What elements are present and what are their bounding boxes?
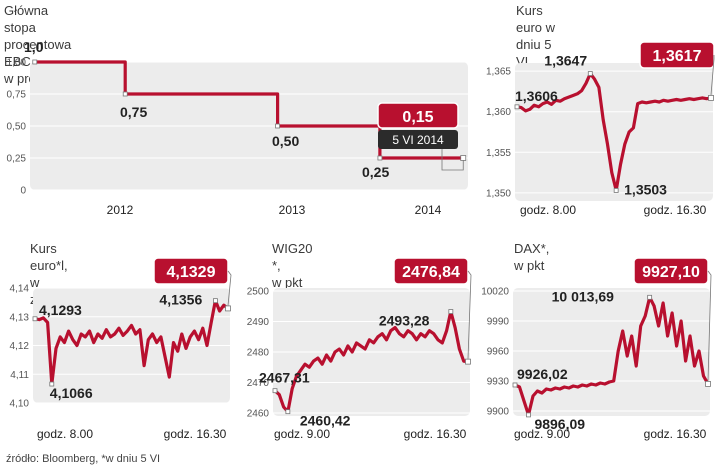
annotation-label: 4,1293: [39, 302, 82, 318]
highlight-value: 4,1329: [167, 264, 216, 281]
annotation-label: 0,75: [120, 104, 147, 120]
annotation-label: 4,1356: [159, 292, 202, 308]
annotation-label: 10 013,69: [552, 288, 614, 304]
y-tick-label: 2490: [247, 317, 270, 328]
endpoint-marker: [460, 155, 467, 161]
ebc-rate-chart: 1,00 0,75 0,50 0,25 0 2012 2013 2014 1,0 0,75 0,50…: [7, 39, 468, 217]
annotation-label: 1,0: [24, 39, 44, 55]
annotation-label: 2493,28: [379, 313, 430, 329]
annotation-label: 1,3606: [515, 88, 558, 104]
annotation-point: [32, 316, 38, 322]
y-tick-label: 4,13: [10, 312, 30, 323]
annotation-label: 9926,02: [517, 366, 568, 382]
x-tick-label: godz. 16.30: [644, 427, 707, 441]
dax-chart: 10020 9990 9960 9930 9900 godz. 9.00 godz. 16.…: [481, 257, 712, 441]
annotation-label: 0,25: [362, 164, 389, 180]
y-tick-label: 0: [20, 186, 26, 197]
series-line: [513, 295, 710, 417]
source-note: źródło: Bloomberg, *w dniu 5 VI: [6, 453, 161, 465]
y-tick-label: 4,10: [10, 399, 30, 410]
annotation-point: [285, 409, 291, 415]
highlight-date-badge: [378, 130, 458, 149]
y-tick-label: 1,350: [486, 188, 511, 199]
eurusd-chart: 1,365 1,360 1,355 1,350 godz. 8.00 godz. 16.3…: [486, 41, 715, 217]
x-tick-label: godz. 8.00: [520, 203, 576, 217]
leader-line: [441, 149, 464, 171]
y-tick-label: 0,50: [7, 122, 27, 133]
annotation-point: [613, 188, 619, 193]
endpoint-marker: [225, 305, 231, 312]
x-tick-label: godz. 16.30: [404, 427, 467, 441]
highlight-value: 2476,84: [402, 264, 460, 281]
y-tick-label: 2500: [247, 287, 270, 298]
x-tick-label: 2014: [415, 203, 442, 217]
highlight-value: 0,15: [402, 109, 433, 126]
annotation-label: 9896,09: [534, 416, 585, 432]
annotation-point: [49, 381, 55, 387]
annotation-point: [377, 155, 383, 161]
wig20-chart: 2500 2490 2480 2470 2460 godz. 9.00 godz. 16.3…: [247, 257, 472, 441]
annotation-point: [514, 104, 520, 110]
series-line: [515, 71, 713, 192]
y-tick-label: 2470: [247, 378, 270, 389]
annotation-label: 2460,42: [300, 413, 351, 429]
highlight-value: 9927,10: [642, 264, 700, 281]
dax-chart-title: DAX*, w pkt: [514, 241, 550, 273]
y-tick-label: 10020: [481, 287, 509, 298]
leader-line: [710, 55, 715, 95]
y-tick-label: 2460: [247, 408, 270, 419]
annotation-label: 0,50: [272, 133, 299, 149]
leader-line: [227, 270, 232, 306]
y-tick-label: 1,365: [486, 67, 511, 78]
y-tick-label: 4,11: [10, 370, 29, 381]
annotation-point: [448, 309, 454, 314]
annotation-point: [647, 294, 653, 300]
endpoint-marker: [465, 358, 471, 365]
y-tick-label: 1,355: [486, 148, 511, 159]
y-tick-label: 9930: [487, 377, 510, 388]
y-tick-label: 2480: [247, 348, 270, 359]
highlight-badge: [377, 102, 459, 129]
y-tick-label: 9990: [487, 317, 510, 328]
annotation-point: [213, 298, 218, 304]
highlight-date: 5 VI 2014: [392, 133, 444, 147]
series-line: [33, 60, 465, 160]
series-line: [33, 298, 230, 386]
y-tick-label: 9960: [487, 347, 510, 358]
series-line: [273, 309, 470, 414]
y-tick-label: 0,25: [7, 154, 27, 165]
annotation-point: [512, 382, 518, 388]
annotation-point: [526, 412, 531, 418]
annotation-point: [272, 388, 278, 394]
x-tick-label: godz. 8.00: [37, 427, 93, 441]
y-tick-label: 4,14: [10, 284, 30, 295]
annotation-label: 1,3647: [544, 53, 587, 69]
y-tick-label: 9900: [487, 407, 510, 418]
y-tick-label: 1,00: [7, 58, 27, 69]
annotation-label: 1,3503: [624, 181, 667, 197]
annotation-point: [122, 91, 128, 97]
annotation-label: 4,1066: [50, 385, 93, 401]
highlight-value: 1,3617: [653, 48, 702, 65]
x-tick-label: godz. 16.30: [644, 203, 707, 217]
x-tick-label: godz. 9.00: [514, 427, 570, 441]
annotation-point: [587, 71, 593, 76]
y-tick-label: 0,75: [7, 90, 27, 101]
endpoint-marker: [708, 95, 714, 101]
x-tick-label: 2012: [107, 203, 134, 217]
wig20-chart-title: WIG20 *, w pkt: [272, 241, 313, 290]
x-tick-label: 2013: [279, 203, 306, 217]
x-tick-label: godz. 9.00: [274, 427, 330, 441]
annotation-point: [32, 59, 38, 65]
leader-line: [467, 270, 472, 359]
y-tick-label: 4,12: [10, 341, 30, 352]
eurpln-chart: 4,14 4,13 4,12 4,11 4,10 godz. 8.00 godz. 16.3…: [10, 257, 232, 441]
leader-line: [707, 270, 712, 381]
endpoint-marker: [705, 380, 711, 387]
plot-background: [513, 288, 710, 416]
y-tick-label: 1,360: [486, 107, 511, 118]
annotation-point: [275, 123, 280, 129]
annotation-label: 2467,31: [259, 370, 310, 386]
x-tick-label: godz. 16.30: [164, 427, 227, 441]
